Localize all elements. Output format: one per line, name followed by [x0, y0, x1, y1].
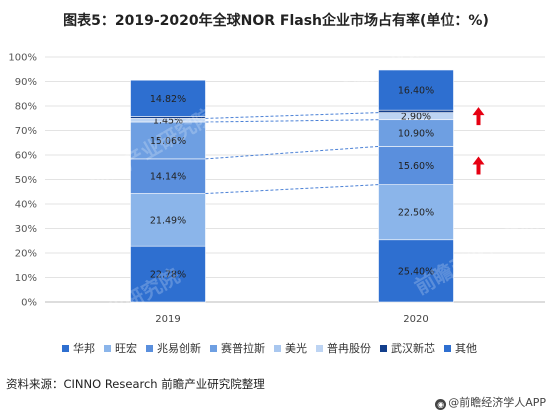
- legend-item: 美光: [274, 340, 307, 356]
- bar-segment: [378, 109, 454, 113]
- legend-item: 兆易创新: [146, 340, 201, 356]
- y-tick-label: 50%: [15, 175, 37, 186]
- legend-label: 其他: [455, 342, 477, 355]
- connector-line: [205, 119, 379, 123]
- data-label: 14.14%: [150, 172, 186, 183]
- connector-line: [205, 112, 379, 119]
- y-tick-label: 60%: [15, 151, 37, 162]
- legend-label: 兆易创新: [157, 342, 201, 355]
- y-tick-label: 10%: [15, 273, 37, 284]
- y-tick-label: 30%: [15, 224, 37, 235]
- bar-segment: [378, 69, 454, 111]
- bar-segment: [130, 79, 206, 117]
- legend-item: 普冉股份: [316, 340, 371, 356]
- legend-swatch: [274, 344, 281, 352]
- data-label: 2.90%: [401, 112, 431, 123]
- legend-swatch: [380, 344, 387, 352]
- legend-swatch: [444, 344, 451, 352]
- bar-segment: [378, 119, 454, 147]
- brand-icon: ◉: [435, 399, 447, 410]
- arrow-up-icon: [472, 156, 485, 175]
- connector-line: [205, 184, 379, 195]
- legend-item: 华邦: [62, 340, 95, 356]
- legend-label: 旺宏: [115, 342, 137, 355]
- bar-segment: [378, 146, 454, 185]
- y-tick-label: 70%: [15, 126, 37, 137]
- legend-item: 其他: [444, 340, 477, 356]
- bar-segment: [378, 239, 454, 303]
- data-label: 21.49%: [150, 215, 186, 226]
- legend-swatch: [146, 344, 153, 352]
- legend-label: 赛普拉斯: [221, 342, 265, 355]
- x-tick-label: 2020: [403, 314, 428, 325]
- legend-item: 旺宏: [104, 340, 137, 356]
- data-label: 14.82%: [150, 94, 186, 105]
- data-label: 15.60%: [398, 161, 434, 172]
- data-label: 22.78%: [150, 270, 186, 281]
- legend-swatch: [62, 344, 69, 352]
- legend: 华邦 旺宏 兆易创新 赛普拉斯 美光 普冉股份 武汉新芯 其他: [62, 340, 542, 356]
- chart-title: 图表5：2019-2020年全球NOR Flash企业市场占有率(单位：%): [63, 13, 489, 29]
- legend-swatch: [316, 344, 323, 352]
- bar-segment: [130, 193, 206, 247]
- bar-segment: [130, 245, 206, 303]
- legend-label: 美光: [285, 342, 307, 355]
- legend-swatch: [210, 344, 217, 352]
- arrow-up-icon: [472, 107, 485, 126]
- data-label: 1.45%: [153, 116, 183, 127]
- y-tick-label: 100%: [8, 53, 37, 64]
- legend-swatch: [104, 344, 111, 352]
- data-label: 16.40%: [398, 86, 434, 97]
- y-tick-label: 40%: [15, 200, 37, 211]
- y-tick-label: 90%: [15, 77, 37, 88]
- y-tick-label: 0%: [21, 298, 37, 309]
- credit: ◉ @前瞻经济学人APP: [435, 394, 546, 410]
- source-note: 资料来源：CINNO Research 前瞻产业研究院整理: [6, 377, 265, 391]
- legend-label: 武汉新芯: [391, 342, 435, 355]
- data-label: 10.90%: [398, 129, 434, 140]
- legend-label: 普冉股份: [327, 342, 371, 355]
- legend-item: 赛普拉斯: [210, 340, 265, 356]
- legend-item: 武汉新芯: [380, 340, 435, 356]
- bar-segment: [378, 184, 454, 241]
- credit-text: @前瞻经济学人APP: [448, 396, 546, 409]
- connector-line: [205, 145, 379, 160]
- data-label: 15.06%: [150, 136, 186, 147]
- bar-segment: [130, 121, 206, 160]
- data-label: 22.50%: [398, 208, 434, 219]
- legend-label: 华邦: [73, 342, 95, 355]
- y-tick-label: 20%: [15, 249, 37, 260]
- data-label: 25.40%: [398, 266, 434, 277]
- x-tick-label: 2019: [155, 314, 180, 325]
- y-tick-label: 80%: [15, 102, 37, 113]
